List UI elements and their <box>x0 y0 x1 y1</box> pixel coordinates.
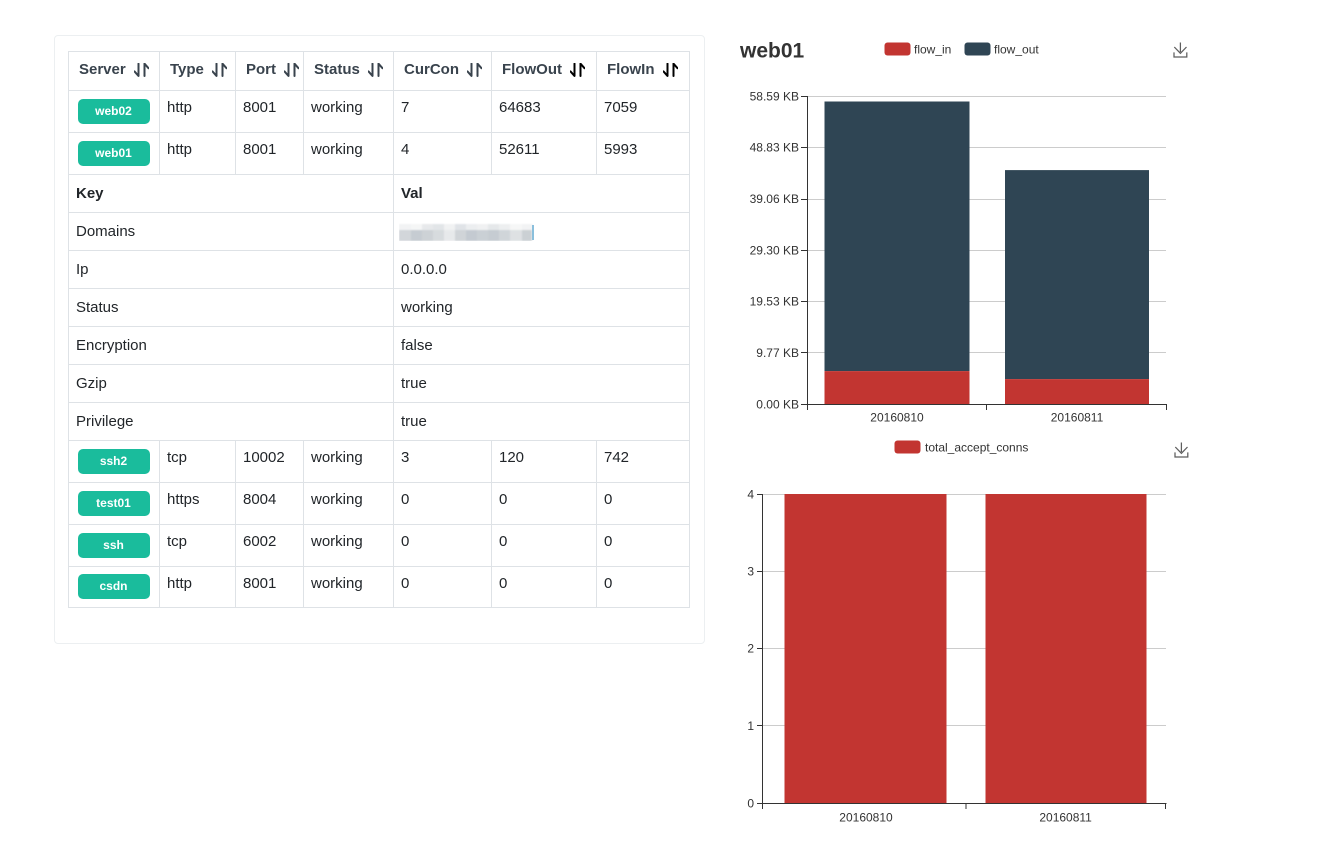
svg-text:20160811: 20160811 <box>1039 810 1092 824</box>
svg-text:48.83 KB: 48.83 KB <box>750 141 799 155</box>
svg-text:flow_out: flow_out <box>994 43 1039 57</box>
svg-text:29.30 KB: 29.30 KB <box>750 244 799 258</box>
svg-text:1: 1 <box>747 719 754 733</box>
svg-text:20160811: 20160811 <box>1051 410 1104 424</box>
svg-text:web01: web01 <box>739 40 805 63</box>
svg-text:3: 3 <box>747 565 754 579</box>
svg-text:2: 2 <box>747 642 754 656</box>
svg-text:0: 0 <box>747 796 754 810</box>
svg-text:0.00 KB: 0.00 KB <box>756 397 799 411</box>
svg-text:9.77 KB: 9.77 KB <box>756 346 799 360</box>
svg-text:58.59 KB: 58.59 KB <box>750 90 799 104</box>
svg-text:total_accept_conns: total_accept_conns <box>925 441 1028 455</box>
svg-text:20160810: 20160810 <box>839 810 893 824</box>
svg-text:20160810: 20160810 <box>870 410 924 424</box>
svg-text:flow_in: flow_in <box>914 43 951 57</box>
svg-text:39.06 KB: 39.06 KB <box>750 192 799 206</box>
svg-text:19.53 KB: 19.53 KB <box>750 295 799 309</box>
svg-text:4: 4 <box>747 488 754 502</box>
